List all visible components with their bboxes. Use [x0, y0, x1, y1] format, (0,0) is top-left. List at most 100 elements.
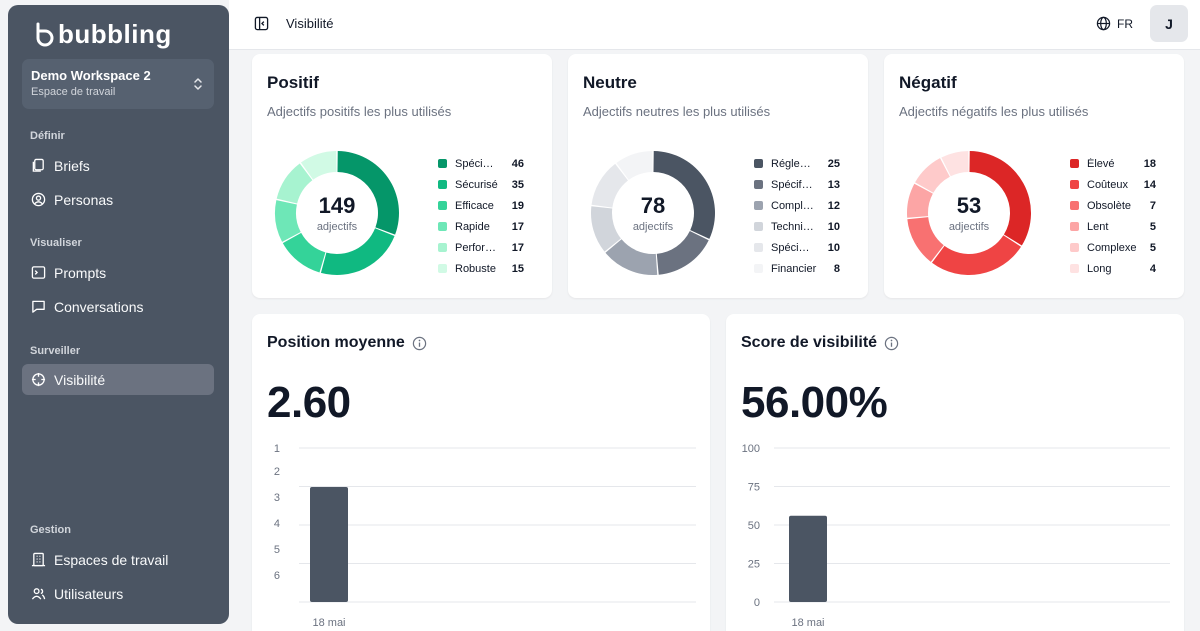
legend-label: Financier [771, 262, 817, 275]
legend-value: 13 [827, 178, 840, 191]
donut-chart [591, 151, 715, 275]
prompt-icon [31, 266, 46, 279]
y-tick-label: 5 [274, 544, 280, 556]
donut-center: 53 adjectifs [906, 150, 1032, 276]
bar[interactable] [310, 487, 348, 602]
legend-item: Financier 8 [754, 258, 840, 279]
sidebar-toggle-icon[interactable] [254, 16, 269, 31]
bar[interactable] [789, 515, 827, 602]
legend-swatch [438, 243, 447, 252]
donut-slice[interactable] [907, 217, 944, 262]
donut-slice[interactable] [915, 158, 950, 193]
legend-swatch [754, 264, 763, 273]
legend-label: Lent [1087, 220, 1109, 233]
legend-swatch [754, 222, 763, 231]
legend-swatch [438, 201, 447, 210]
legend-swatch [1070, 243, 1079, 252]
donut-slice[interactable] [931, 235, 1022, 275]
metric-value: 56.00% [741, 378, 888, 427]
donut-slice[interactable] [591, 206, 621, 252]
sidebar-item-utilisateurs[interactable]: Utilisateurs [22, 578, 214, 609]
donut-unit: adjectifs [632, 221, 674, 233]
workspace-switcher[interactable]: Demo Workspace 2 Espace de travail [22, 59, 214, 109]
donut-slice[interactable] [320, 228, 395, 275]
donut-slice[interactable] [300, 151, 337, 180]
legend-item: Obsolète 7 [1070, 195, 1156, 216]
legend-value: 4 [1149, 262, 1156, 275]
donut-total: 78 [640, 193, 666, 218]
briefs-icon [32, 158, 44, 172]
legend-value: 46 [511, 157, 524, 170]
sidebar-item-label: Espaces de travail [54, 551, 169, 568]
sidebar-item-briefs[interactable]: Briefs [22, 150, 214, 181]
legend-item: Robuste 15 [438, 258, 524, 279]
donut-center: 78 adjectifs [590, 150, 716, 276]
legend: Élevé 18 Coûteux 14 Obsolète 7 Lent 5 Complexe 5 L… [1070, 153, 1156, 279]
donut-slice[interactable] [656, 231, 709, 275]
legend-item: Long 4 [1070, 258, 1156, 279]
users-icon [31, 588, 46, 600]
sidebar-item-label: Utilisateurs [54, 585, 124, 602]
legend-swatch [1070, 201, 1079, 210]
legend-label: Efficace [455, 199, 494, 212]
info-icon[interactable] [884, 336, 899, 351]
card-title: Positif [267, 73, 319, 92]
donut-slice[interactable] [275, 200, 301, 242]
card-subtitle: Adjectifs positifs les plus utilisés [267, 104, 452, 119]
section-title-gestion: Gestion [30, 524, 71, 536]
avatar[interactable]: J [1150, 5, 1188, 42]
language-label: FR [1117, 16, 1133, 31]
donut-slice[interactable] [337, 151, 399, 235]
legend-value: 25 [827, 157, 840, 170]
logo-text: bubbling [58, 19, 172, 49]
donut-slice[interactable] [282, 232, 326, 273]
info-icon[interactable] [412, 336, 427, 351]
legend-value: 19 [511, 199, 524, 212]
sentiment-card-neutral: Neutre Adjectifs neutres les plus utilis… [568, 54, 868, 298]
donut-slice[interactable] [969, 151, 1031, 246]
sidebar-item-personas[interactable]: Personas [22, 184, 214, 215]
legend-swatch [1070, 159, 1079, 168]
y-tick-label: 100 [742, 443, 760, 455]
legend-label: Sécurisé [455, 178, 498, 191]
card-title: Négatif [899, 73, 957, 92]
sidebar-item-visibilite[interactable]: Visibilité [22, 364, 214, 395]
legend-value: 17 [511, 220, 524, 233]
workspace-subtitle: Espace de travail [31, 86, 116, 98]
y-tick-label: 2 [274, 466, 280, 478]
language-selector[interactable]: FR [1096, 16, 1133, 31]
sidebar-item-espaces[interactable]: Espaces de travail [22, 544, 214, 575]
legend: Spéci… 46 Sécurisé 35 Efficace 19 Rapide 17 Perf… [438, 153, 524, 279]
card-title: Neutre [583, 73, 637, 92]
donut-slice[interactable] [616, 151, 653, 180]
legend-label: Obsolète [1087, 199, 1132, 212]
legend-value: 10 [827, 241, 840, 254]
donut-slice[interactable] [605, 239, 658, 275]
donut-slice[interactable] [653, 151, 715, 239]
section-title-surveiller: Surveiller [30, 345, 81, 357]
logo[interactable]: bubbling [34, 19, 172, 50]
y-tick-label: 6 [274, 570, 280, 582]
legend-value: 7 [1149, 199, 1156, 212]
donut-chart [275, 151, 399, 275]
section-title-definir: Définir [30, 130, 65, 142]
legend-swatch [754, 180, 763, 189]
sidebar-item-conversations[interactable]: Conversations [22, 291, 214, 322]
y-tick-label: 3 [274, 492, 280, 504]
legend-item: Efficace 19 [438, 195, 524, 216]
y-tick-label: 50 [748, 520, 760, 532]
donut-slice[interactable] [591, 163, 628, 208]
legend-swatch [754, 201, 763, 210]
legend: Régle… 25 Spécif… 13 Compl… 12 Techni… 10 Spéci…… [754, 153, 840, 279]
sentiment-card-positive: Positif Adjectifs positifs les plus util… [252, 54, 552, 298]
y-tick-label: 4 [274, 518, 280, 530]
legend-label: Coûteux [1087, 178, 1128, 191]
legend-swatch [438, 222, 447, 231]
legend-label: Long [1087, 262, 1112, 275]
donut-slice[interactable] [941, 151, 969, 177]
metric-title: Score de visibilité [741, 334, 899, 352]
donut-slice[interactable] [907, 183, 933, 218]
donut-slice[interactable] [276, 163, 313, 204]
sidebar-item-prompts[interactable]: Prompts [22, 257, 214, 288]
legend-item: Élevé 18 [1070, 153, 1156, 174]
